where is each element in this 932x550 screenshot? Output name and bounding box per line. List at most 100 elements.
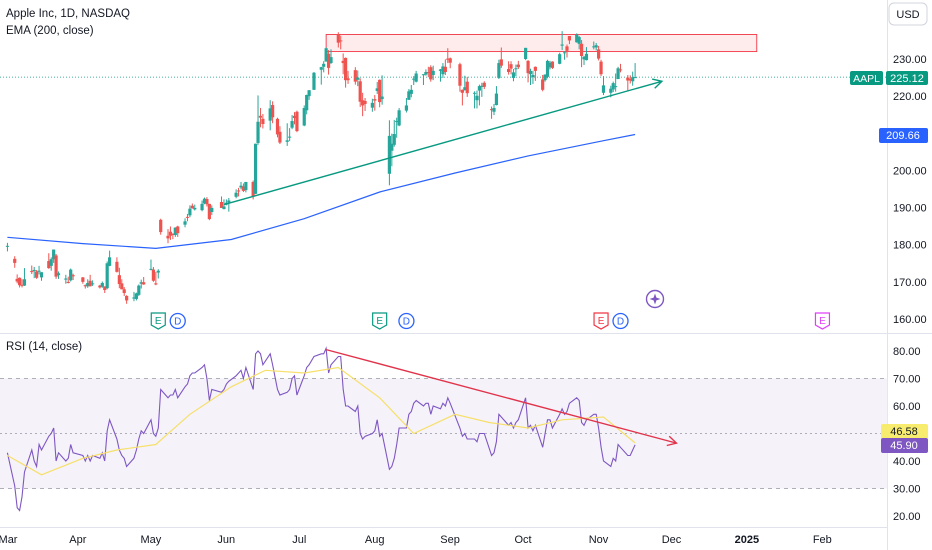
candle[interactable] — [599, 59, 603, 77]
candle[interactable] — [414, 70, 418, 83]
candle[interactable] — [601, 76, 606, 96]
candle[interactable] — [579, 40, 584, 68]
candle[interactable] — [244, 181, 248, 193]
candle[interactable] — [139, 279, 143, 289]
candle[interactable] — [329, 49, 333, 64]
candle[interactable] — [611, 81, 615, 93]
candle[interactable] — [373, 95, 377, 111]
candle[interactable] — [115, 257, 119, 273]
candle[interactable] — [37, 265, 41, 275]
candle[interactable] — [575, 33, 579, 43]
candle[interactable] — [631, 71, 635, 86]
candle[interactable] — [378, 79, 382, 108]
candle[interactable] — [307, 90, 311, 100]
indicator-legend[interactable]: EMA (200, close) — [6, 25, 94, 37]
candle[interactable] — [475, 90, 479, 109]
candle[interactable] — [494, 86, 499, 106]
candle[interactable] — [528, 68, 533, 85]
candle[interactable] — [39, 272, 44, 281]
candle[interactable] — [429, 65, 433, 82]
candle[interactable] — [271, 101, 275, 124]
candle[interactable] — [241, 183, 246, 192]
rsi-line[interactable] — [6, 346, 636, 512]
candle[interactable] — [477, 84, 482, 106]
candle[interactable] — [499, 47, 503, 68]
candle[interactable] — [253, 143, 258, 195]
candle[interactable] — [302, 105, 306, 127]
candle[interactable] — [472, 91, 477, 109]
candle[interactable] — [227, 197, 231, 212]
candle[interactable] — [30, 265, 34, 275]
candle[interactable] — [239, 181, 243, 190]
candle[interactable] — [234, 189, 238, 199]
candle[interactable] — [524, 47, 528, 61]
candle[interactable] — [202, 197, 207, 205]
earnings-marker[interactable]: E — [593, 312, 609, 330]
candle[interactable] — [183, 218, 187, 228]
candle[interactable] — [446, 48, 450, 64]
candle[interactable] — [137, 284, 141, 296]
candle[interactable] — [531, 70, 535, 84]
candle[interactable] — [407, 89, 411, 100]
candle[interactable] — [441, 63, 445, 78]
ema-layer[interactable] — [7, 133, 636, 250]
candle[interactable] — [151, 267, 156, 282]
candle-layer[interactable] — [5, 31, 637, 304]
candle[interactable] — [295, 110, 299, 133]
resistance-zone-layer[interactable] — [0, 34, 888, 78]
rsi-ma-line[interactable] — [7, 366, 636, 476]
candle[interactable] — [380, 75, 384, 105]
candle[interactable] — [105, 261, 109, 290]
sparkle-icon[interactable] — [645, 289, 665, 309]
candle[interactable] — [356, 70, 360, 87]
candle[interactable] — [326, 50, 331, 75]
candle[interactable] — [90, 280, 95, 286]
candle[interactable] — [346, 70, 350, 84]
currency-button[interactable] — [888, 2, 928, 26]
candle[interactable] — [560, 31, 564, 51]
candle[interactable] — [358, 78, 362, 107]
candle[interactable] — [52, 249, 56, 263]
candle[interactable] — [292, 112, 297, 125]
candle[interactable] — [86, 279, 90, 288]
candle[interactable] — [412, 76, 416, 85]
candle[interactable] — [616, 66, 620, 80]
candle[interactable] — [497, 59, 501, 80]
candle[interactable] — [275, 117, 280, 138]
candle[interactable] — [353, 67, 357, 85]
candle[interactable] — [207, 203, 211, 221]
candle[interactable] — [312, 72, 316, 90]
earnings-marker[interactable]: E — [814, 312, 831, 330]
candle[interactable] — [256, 95, 260, 145]
candle[interactable] — [395, 117, 399, 138]
candle[interactable] — [344, 57, 348, 88]
candle[interactable] — [83, 284, 87, 289]
candle[interactable] — [17, 277, 22, 288]
candle[interactable] — [288, 128, 292, 142]
candle[interactable] — [516, 60, 520, 70]
candle[interactable] — [176, 225, 180, 237]
candle[interactable] — [626, 74, 630, 91]
candle[interactable] — [132, 291, 136, 302]
candle[interactable] — [409, 85, 413, 98]
candle[interactable] — [200, 200, 204, 212]
earnings-marker[interactable]: E — [372, 312, 388, 330]
candle[interactable] — [489, 106, 494, 119]
candle[interactable] — [278, 126, 282, 145]
candle[interactable] — [66, 276, 70, 284]
candle[interactable] — [341, 53, 345, 75]
candle[interactable] — [465, 76, 469, 97]
candle[interactable] — [363, 98, 367, 111]
candle[interactable] — [69, 268, 73, 282]
candle[interactable] — [322, 61, 326, 73]
candle[interactable] — [120, 279, 124, 290]
candle[interactable] — [88, 274, 92, 287]
candle[interactable] — [103, 286, 107, 293]
candle[interactable] — [210, 205, 214, 215]
candle[interactable] — [156, 269, 160, 279]
candle[interactable] — [166, 229, 170, 244]
candle[interactable] — [628, 75, 632, 84]
candle[interactable] — [339, 35, 343, 50]
candle[interactable] — [108, 250, 112, 267]
